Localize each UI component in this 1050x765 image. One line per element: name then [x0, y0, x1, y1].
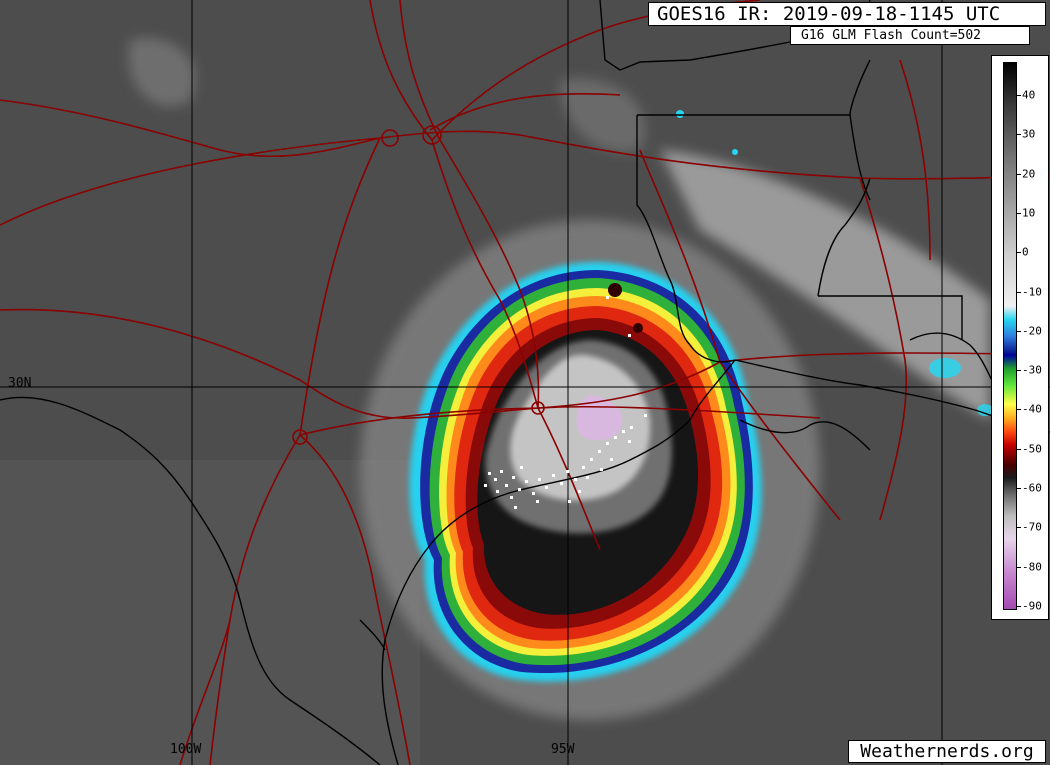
source-credit: Weathernerds.org [848, 740, 1046, 763]
colorbar-tick-label: -90 [1022, 599, 1042, 613]
lightning-flashes [484, 296, 647, 509]
colorbar-tick-label: 40 [1022, 88, 1036, 102]
image-title: GOES16 IR: 2019-09-18-1145 UTC [648, 2, 1046, 26]
storm-cell-north [608, 283, 622, 297]
colorbar-tick-mark [1016, 134, 1021, 136]
colorbar-tick-mark [1016, 448, 1021, 450]
storm-cell-northeast [633, 323, 643, 333]
colorbar-tick-mark [1016, 212, 1021, 214]
colorbar-panel [991, 55, 1049, 620]
colorbar-tick-label: 20 [1022, 167, 1036, 181]
cloud-patch-north [560, 78, 646, 152]
colorbar-tick-label: -10 [1022, 285, 1042, 298]
colorbar-tick-mark [1016, 291, 1021, 293]
colorbar-tick-label: -20 [1022, 324, 1042, 338]
colorbar-tick-mark [1016, 95, 1021, 96]
cloud-patch-northwest [128, 38, 196, 107]
colorbar-tick-mark [1016, 173, 1021, 175]
flash-count-label: G16 GLM Flash Count=502 [790, 26, 1030, 45]
colorbar-tick-mark [1016, 566, 1021, 568]
colorbar-tick-mark [1016, 527, 1021, 529]
colorbar-tick-label: -80 [1022, 560, 1042, 574]
cold-cloud-spots [676, 110, 993, 416]
colorbar-tick-label: -30 [1022, 363, 1042, 377]
colorbar-tick-mark [1016, 330, 1021, 332]
colorbar-tick-mark [1016, 605, 1021, 607]
colorbar-tick-label: -50 [1022, 442, 1042, 456]
colorbar-tick-label: -70 [1022, 520, 1042, 534]
lon-label-95w: 95W [551, 742, 575, 757]
city-markers [292, 125, 545, 445]
colorbar-tick-mark [1016, 488, 1021, 489]
colorbar-tick-label: 30 [1022, 127, 1036, 141]
colorbar-tick-mark [1016, 409, 1021, 411]
colorbar-tick-label: -40 [1022, 402, 1042, 416]
lon-label-100w: 100W [170, 742, 202, 757]
colorbar-tick-label: 0 [1022, 245, 1029, 259]
colorbar-tick-label: 10 [1022, 206, 1036, 220]
warm-land-region [0, 460, 420, 765]
temperature-colorbar [1003, 62, 1017, 610]
colorbar-tick-mark [1016, 252, 1021, 254]
colorbar-tick-label: -60 [1022, 481, 1042, 495]
colorbar-tick-mark [1016, 370, 1021, 372]
lat-label-30n: 30N [8, 376, 32, 391]
